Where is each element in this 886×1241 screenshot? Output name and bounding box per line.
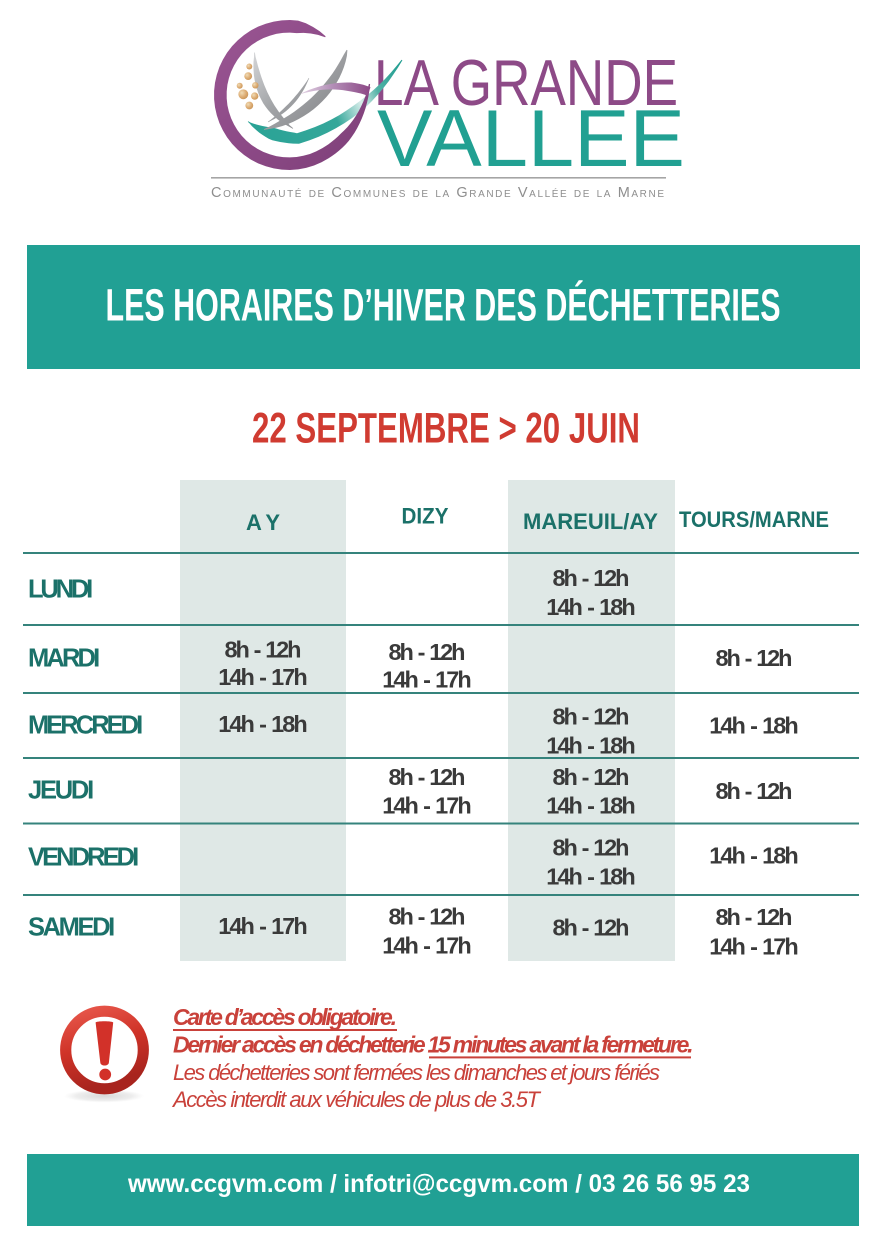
svg-text:14h - 18h: 14h - 18h	[218, 711, 308, 737]
svg-text:8h - 12h: 8h - 12h	[553, 703, 630, 729]
svg-text:JEUDI: JEUDI	[28, 776, 95, 804]
svg-text:8h - 12h: 8h - 12h	[553, 565, 630, 591]
svg-text:8h - 12h: 8h - 12h	[716, 904, 793, 930]
svg-text:14h - 18h: 14h - 18h	[709, 843, 799, 869]
svg-text:22 SEPTEMBRE > 20 JUIN: 22 SEPTEMBRE > 20 JUIN	[252, 406, 640, 453]
svg-text:MARDI: MARDI	[28, 644, 101, 672]
svg-text:8h - 12h: 8h - 12h	[716, 645, 793, 671]
svg-text:SAMEDI: SAMEDI	[28, 913, 116, 941]
svg-text:14h - 17h: 14h - 17h	[382, 666, 472, 692]
svg-text:14h - 17h: 14h - 17h	[382, 793, 472, 819]
svg-text:14h - 17h: 14h - 17h	[218, 913, 308, 939]
svg-text:8h - 12h: 8h - 12h	[553, 915, 630, 941]
svg-text:LES HORAIRES D’HIVER DES DÉCHE: LES HORAIRES D’HIVER DES DÉCHETTERIES	[106, 280, 781, 331]
svg-text:Dernier accès en déchetterie 1: Dernier accès en déchetterie 15 minutes …	[173, 1031, 693, 1057]
svg-text:8h - 12h: 8h - 12h	[225, 636, 302, 662]
svg-text:DIZY: DIZY	[402, 504, 449, 529]
svg-text:8h - 12h: 8h - 12h	[716, 778, 793, 804]
svg-text:14h - 17h: 14h - 17h	[218, 664, 308, 690]
svg-text:MAREUIL/AY: MAREUIL/AY	[523, 509, 658, 534]
svg-text:8h - 12h: 8h - 12h	[389, 639, 466, 665]
svg-text:Communauté de Communes de la G: Communauté de Communes de la Grande Vall…	[211, 185, 664, 201]
svg-text:Carte d’accès obligatoire.: Carte d’accès obligatoire.	[173, 1004, 397, 1030]
svg-text:14h - 17h: 14h - 17h	[382, 932, 472, 958]
svg-text:8h - 12h: 8h - 12h	[553, 764, 630, 790]
svg-text:14h - 18h: 14h - 18h	[546, 793, 636, 819]
svg-text:VENDREDI: VENDREDI	[28, 843, 140, 871]
svg-text:8h - 12h: 8h - 12h	[553, 835, 630, 861]
svg-text:TOURS/MARNE: TOURS/MARNE	[679, 507, 829, 532]
svg-text:8h - 12h: 8h - 12h	[389, 764, 466, 790]
svg-text:MERCREDI: MERCREDI	[28, 711, 144, 739]
svg-text:LA GRANDE: LA GRANDE	[374, 46, 678, 119]
svg-text:14h - 18h: 14h - 18h	[546, 732, 636, 758]
svg-text:Les déchetteries sont fermées: Les déchetteries sont fermées les dimanc…	[173, 1060, 660, 1085]
svg-text:VALLEE: VALLEE	[377, 94, 685, 184]
svg-text:14h - 18h: 14h - 18h	[546, 594, 636, 620]
svg-text:8h - 12h: 8h - 12h	[389, 903, 466, 929]
svg-text:www.ccgvm.com / infotri@ccgvm.: www.ccgvm.com / infotri@ccgvm.com / 03 2…	[127, 1170, 750, 1198]
svg-text:14h - 17h: 14h - 17h	[709, 933, 799, 959]
svg-text:Accès interdit aux véhicules d: Accès interdit aux véhicules de plus de …	[171, 1087, 542, 1112]
svg-text:14h - 18h: 14h - 18h	[709, 713, 799, 739]
svg-text:LUNDI: LUNDI	[28, 575, 94, 603]
svg-text:14h - 18h: 14h - 18h	[546, 864, 636, 890]
